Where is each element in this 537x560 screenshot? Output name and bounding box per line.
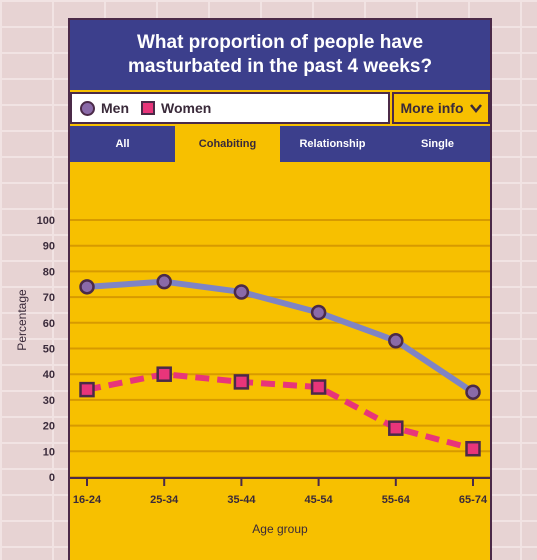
women-series-line xyxy=(86,371,474,452)
x-tick-label: 65-74 xyxy=(459,494,488,506)
tab-relationship[interactable]: Relationship xyxy=(299,138,366,150)
men-series-line xyxy=(86,278,475,395)
men-marker-icon xyxy=(80,100,95,116)
chart-card: What proportion of people have masturbat… xyxy=(68,18,492,560)
x-axis-label: Age group xyxy=(252,522,308,536)
y-tick-label: 40 xyxy=(43,369,55,381)
men-data-point xyxy=(310,304,327,321)
legend-item-women: Women xyxy=(141,100,211,116)
tab-all[interactable]: All xyxy=(115,138,130,150)
x-tick-label: 25-34 xyxy=(150,494,179,506)
tab-single[interactable]: Single xyxy=(420,138,454,150)
y-tick-label: 80 xyxy=(43,266,55,278)
women-data-point xyxy=(465,440,481,457)
y-axis-label: Percentage xyxy=(15,289,29,351)
legend: Men Women xyxy=(70,92,390,124)
chevron-down-icon xyxy=(469,104,482,113)
women-data-point xyxy=(310,379,327,395)
women-data-point xyxy=(156,366,172,382)
y-tick-label: 0 xyxy=(49,472,55,484)
legend-label-men: Men xyxy=(101,100,129,116)
tab-bar: All Cohabiting Relationship Single xyxy=(70,126,490,162)
women-data-point xyxy=(233,374,250,390)
x-tick-label: 16-24 xyxy=(73,494,102,506)
x-tick-label: 45-54 xyxy=(305,494,334,506)
men-data-point xyxy=(388,333,404,349)
more-info-label: More info xyxy=(400,100,464,116)
more-info-button[interactable]: More info xyxy=(392,92,490,124)
y-tick-label: 70 xyxy=(43,292,55,304)
y-tick-label: 30 xyxy=(43,395,55,407)
y-tick-label: 20 xyxy=(43,421,55,433)
chart-title: What proportion of people have masturbat… xyxy=(70,20,490,90)
men-data-point xyxy=(156,273,172,290)
women-marker-icon xyxy=(141,101,155,115)
women-data-point xyxy=(79,381,95,398)
x-tick-label: 35-44 xyxy=(227,494,256,506)
y-tick-label: 10 xyxy=(43,446,55,458)
legend-row: Men Women More info xyxy=(70,92,490,124)
women-data-point xyxy=(388,420,404,436)
legend-item-men: Men xyxy=(80,100,129,116)
men-data-point xyxy=(79,279,95,295)
y-tick-label: 50 xyxy=(43,344,55,356)
men-data-point xyxy=(233,284,250,300)
y-tick-label: 60 xyxy=(43,318,55,330)
y-tick-label: 90 xyxy=(43,241,55,253)
y-tick-label: 100 xyxy=(37,215,55,227)
men-data-point xyxy=(465,384,481,400)
x-tick-label: 55-64 xyxy=(382,494,411,506)
legend-label-women: Women xyxy=(161,100,212,116)
tab-cohabiting[interactable]: Cohabiting xyxy=(175,126,280,162)
